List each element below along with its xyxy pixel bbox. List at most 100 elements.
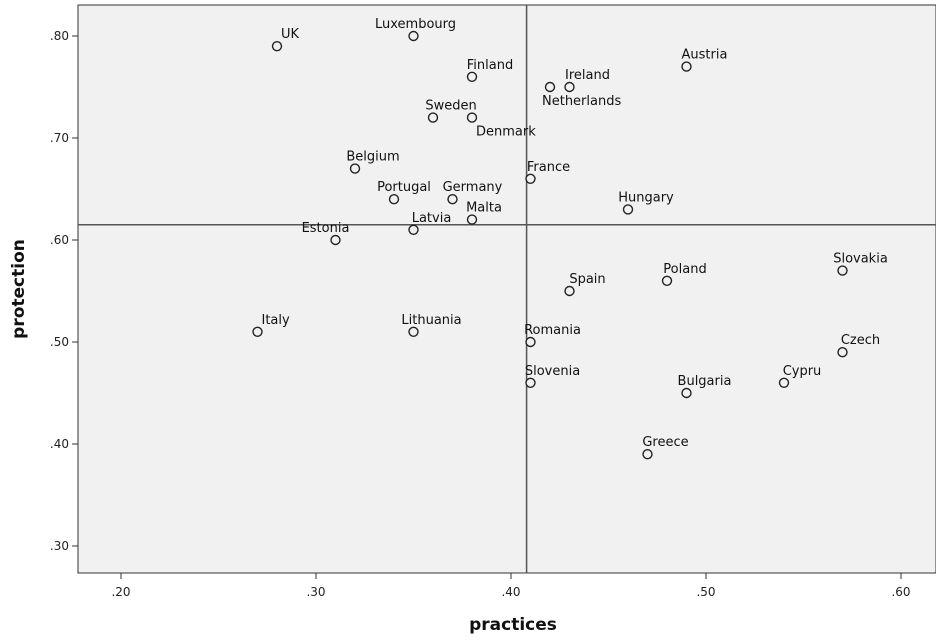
- point-marker: [837, 265, 848, 276]
- point-marker: [271, 41, 283, 52]
- x-axis: .20 .30 .40 .50 .60: [111, 573, 911, 599]
- data-point-lithuania: Lithuania: [401, 313, 462, 337]
- point-marker: [525, 377, 536, 388]
- data-point-czech: Czech: [837, 333, 880, 358]
- point-label: UK: [281, 27, 300, 42]
- point-label: Belgium: [346, 150, 399, 165]
- point-label: Bulgaria: [678, 374, 732, 389]
- data-point-netherlands: Netherlands: [542, 81, 621, 109]
- y-axis-title: protection: [9, 239, 29, 339]
- point-label: Poland: [663, 262, 706, 277]
- point-marker: [525, 336, 536, 348]
- point-marker: [427, 112, 439, 123]
- data-point-greece: Greece: [642, 435, 689, 460]
- point-label: Czech: [841, 333, 880, 348]
- point-marker: [408, 224, 419, 236]
- x-tick-label: .60: [891, 585, 910, 599]
- point-marker: [466, 112, 478, 123]
- x-tick-label: .30: [306, 585, 325, 599]
- data-point-slovenia: Slovenia: [525, 364, 580, 388]
- point-marker: [349, 163, 361, 174]
- data-point-ireland: Ireland: [564, 68, 610, 93]
- point-label: Latvia: [412, 211, 452, 226]
- data-point-austria: Austria: [681, 48, 728, 72]
- data-point-portugal: Portugal: [377, 180, 431, 205]
- data-point-belgium: Belgium: [346, 150, 400, 174]
- point-label: Germany: [443, 180, 503, 195]
- point-label: Cypru: [783, 364, 822, 379]
- point-label: Spain: [569, 272, 605, 287]
- data-point-finland: Finland: [466, 58, 513, 83]
- point-marker: [408, 30, 419, 42]
- point-label: Greece: [642, 435, 688, 450]
- point-label: Finland: [467, 58, 513, 73]
- point-marker: [330, 234, 341, 246]
- point-label: Hungary: [618, 190, 674, 205]
- point-label: Ireland: [565, 68, 610, 83]
- point-label: Slovenia: [525, 364, 580, 379]
- data-point-cypru: Cypru: [778, 364, 822, 388]
- data-point-slovakia: Slovakia: [833, 252, 888, 276]
- data-point-italy: Italy: [252, 313, 291, 337]
- point-marker: [466, 214, 478, 225]
- y-tick-label: .50: [50, 335, 69, 349]
- point-label: Lithuania: [401, 313, 461, 328]
- data-point-bulgaria: Bulgaria: [678, 374, 732, 399]
- point-marker: [564, 81, 575, 93]
- point-marker: [622, 204, 634, 215]
- point-label: Netherlands: [542, 94, 621, 109]
- data-point-poland: Poland: [661, 262, 707, 286]
- point-label: Romania: [524, 323, 581, 338]
- x-axis-title: practices: [469, 615, 557, 635]
- point-marker: [642, 449, 653, 460]
- point-label: Italy: [262, 313, 291, 328]
- data-point-france: France: [525, 160, 570, 185]
- data-point-estonia: Estonia: [302, 221, 350, 246]
- data-points: UK Luxembourg Finland Ireland Netherlands Aus…: [252, 17, 888, 460]
- point-label: Denmark: [476, 125, 536, 140]
- point-marker: [681, 387, 692, 399]
- point-marker: [681, 61, 692, 72]
- point-marker: [408, 326, 419, 337]
- data-point-denmark: Denmark: [466, 112, 536, 140]
- point-label: Luxembourg: [375, 17, 456, 32]
- point-label: Slovakia: [833, 252, 888, 267]
- data-point-germany: Germany: [443, 180, 503, 205]
- point-marker: [525, 173, 536, 185]
- reference-lines: [78, 5, 936, 573]
- data-point-malta: Malta: [466, 201, 502, 225]
- y-tick-label: .70: [50, 131, 69, 145]
- plot-area: [77, 4, 936, 574]
- point-label: France: [527, 160, 570, 175]
- point-marker: [388, 193, 400, 205]
- data-point-uk: UK: [271, 27, 300, 52]
- point-marker: [564, 285, 575, 297]
- point-marker: [544, 81, 556, 93]
- data-point-spain: Spain: [564, 272, 606, 297]
- point-marker: [252, 326, 263, 337]
- point-label: Austria: [682, 48, 728, 63]
- x-tick-label: .40: [501, 585, 520, 599]
- point-marker: [837, 347, 848, 358]
- point-marker: [447, 193, 458, 205]
- data-point-sweden: Sweden: [425, 99, 477, 123]
- y-tick-label: .60: [50, 233, 69, 247]
- point-marker: [778, 377, 790, 388]
- data-point-luxembourg: Luxembourg: [375, 17, 456, 42]
- data-point-hungary: Hungary: [618, 190, 674, 215]
- y-axis: .30 .40 .50 .60 .70 .80: [50, 29, 78, 553]
- point-label: Malta: [466, 201, 502, 216]
- y-tick-label: .40: [50, 437, 69, 451]
- data-point-romania: Romania: [524, 323, 581, 348]
- y-tick-label: .80: [50, 29, 69, 43]
- point-marker: [661, 275, 673, 286]
- point-label: Estonia: [302, 221, 350, 236]
- point-label: Portugal: [377, 180, 431, 195]
- data-point-latvia: Latvia: [408, 211, 452, 236]
- point-marker: [466, 71, 478, 83]
- y-tick-label: .30: [50, 539, 69, 553]
- x-tick-label: .50: [696, 585, 715, 599]
- point-label: Sweden: [425, 99, 476, 114]
- x-tick-label: .20: [111, 585, 130, 599]
